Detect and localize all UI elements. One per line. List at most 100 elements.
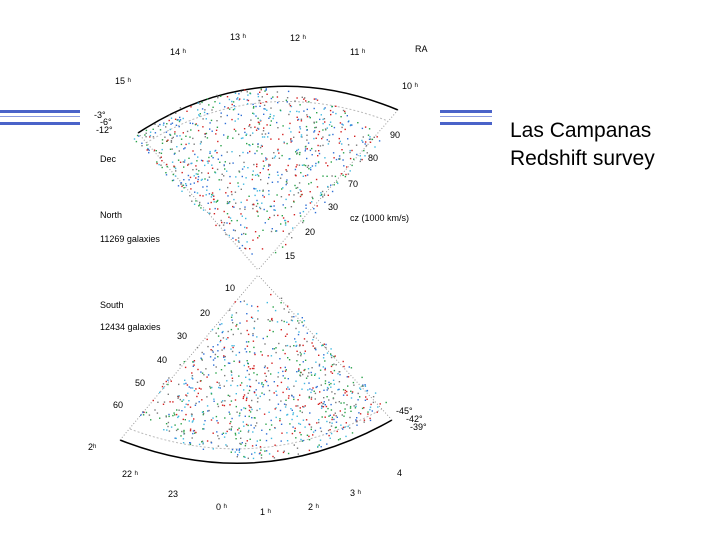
galaxy-point <box>230 384 232 387</box>
galaxy-point <box>310 391 312 394</box>
galaxy-point <box>182 418 184 421</box>
galaxy-point <box>223 385 225 387</box>
galaxy-point <box>343 402 345 404</box>
galaxy-point <box>202 443 204 445</box>
galaxy-point <box>333 383 335 385</box>
galaxy-point <box>275 347 277 349</box>
galaxy-point <box>282 349 284 351</box>
galaxy-point <box>191 162 193 164</box>
north-cz-axis-label: cz (1000 km/s) <box>350 213 409 223</box>
galaxy-point <box>197 178 199 181</box>
galaxy-point <box>247 94 249 96</box>
galaxy-point <box>309 167 312 169</box>
galaxy-point <box>175 429 178 432</box>
galaxy-point <box>165 131 168 133</box>
galaxy-point <box>299 410 301 412</box>
galaxy-point <box>200 358 203 360</box>
galaxy-point <box>193 364 195 366</box>
galaxy-point <box>230 348 232 350</box>
galaxy-point <box>206 376 208 378</box>
galaxy-point <box>254 152 256 155</box>
galaxy-point <box>286 142 288 145</box>
galaxy-point <box>227 362 230 364</box>
galaxy-point <box>232 229 235 231</box>
galaxy-point <box>324 416 326 418</box>
galaxy-point <box>301 440 303 442</box>
galaxy-point <box>250 316 253 318</box>
galaxy-point <box>243 425 245 427</box>
galaxy-point <box>270 355 273 357</box>
galaxy-point <box>286 333 288 335</box>
galaxy-point <box>322 366 324 368</box>
galaxy-point <box>337 439 340 441</box>
galaxy-point <box>211 164 213 166</box>
galaxy-point <box>177 119 179 121</box>
galaxy-point <box>306 116 309 118</box>
galaxy-point <box>234 229 236 232</box>
galaxy-point <box>189 406 192 408</box>
galaxy-point <box>209 385 211 388</box>
south-ra-label-3h: 3 ʰ <box>350 488 362 498</box>
galaxy-point <box>238 241 240 243</box>
galaxy-point <box>177 185 180 187</box>
galaxy-point <box>275 416 277 419</box>
galaxy-point <box>281 432 283 434</box>
galaxy-point <box>145 411 148 414</box>
galaxy-point <box>225 444 227 446</box>
galaxy-point <box>255 389 257 391</box>
galaxy-point <box>219 102 221 104</box>
galaxy-point <box>237 182 239 184</box>
galaxy-point <box>282 451 285 454</box>
galaxy-point <box>260 449 262 451</box>
galaxy-point <box>178 409 180 411</box>
galaxy-point <box>269 113 272 116</box>
galaxy-point <box>199 113 201 115</box>
galaxy-point <box>274 209 276 211</box>
galaxy-point <box>280 400 282 402</box>
galaxy-point <box>199 201 201 204</box>
galaxy-point <box>197 173 199 175</box>
galaxy-point <box>182 442 185 444</box>
galaxy-point <box>182 438 185 440</box>
galaxy-point <box>202 186 204 188</box>
galaxy-point <box>244 407 247 410</box>
galaxy-point <box>182 399 185 401</box>
galaxy-point <box>287 90 290 93</box>
galaxy-point <box>198 170 200 172</box>
galaxy-point <box>295 345 297 347</box>
galaxy-point <box>317 155 319 157</box>
galaxy-point <box>297 399 299 401</box>
galaxy-point <box>148 414 151 416</box>
galaxy-point <box>201 359 203 361</box>
galaxy-point <box>191 372 193 374</box>
galaxy-point <box>273 381 275 383</box>
galaxy-point <box>216 431 218 433</box>
galaxy-point <box>140 414 142 416</box>
galaxy-point <box>237 237 240 239</box>
galaxy-point <box>351 432 354 434</box>
galaxy-point <box>315 137 317 139</box>
galaxy-point <box>333 418 335 421</box>
galaxy-point <box>252 333 254 335</box>
galaxy-point <box>247 167 249 169</box>
galaxy-point <box>222 400 224 402</box>
galaxy-point <box>266 158 268 160</box>
galaxy-point <box>227 337 229 339</box>
galaxy-point <box>282 217 285 219</box>
galaxy-point <box>286 101 288 103</box>
galaxy-point <box>220 145 222 147</box>
galaxy-point <box>223 222 226 224</box>
galaxy-point <box>300 190 302 192</box>
galaxy-point <box>297 320 299 322</box>
galaxy-point <box>272 330 274 333</box>
galaxy-point <box>242 137 244 139</box>
galaxy-point <box>363 149 365 152</box>
galaxy-point <box>320 192 322 194</box>
galaxy-point <box>209 356 212 358</box>
galaxy-point <box>365 141 367 143</box>
galaxy-point <box>261 202 263 204</box>
galaxy-point <box>197 129 200 132</box>
galaxy-point <box>367 413 369 415</box>
galaxy-point <box>206 160 209 162</box>
galaxy-point <box>344 110 346 113</box>
